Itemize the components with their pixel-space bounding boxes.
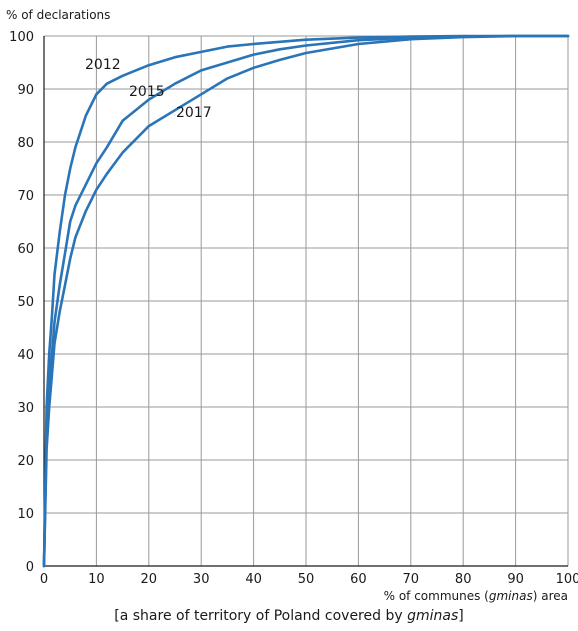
series-label-2012: 2012 [85,57,121,73]
series-line-2017 [42,34,570,568]
x-axis-title-italic: gminas [489,589,533,603]
x-axis-title: % of communes (gminas) area [384,589,568,603]
series-label-2017: 2017 [176,105,212,121]
x-tick-label: 30 [193,572,210,587]
y-tick-label: 40 [17,348,34,363]
y-tick-label: 80 [17,136,34,151]
y-tick-label: 60 [17,242,34,257]
series-labels: 2012 2015 2017 [85,57,212,121]
caption-prefix: [a share of territory of Poland covered … [114,608,408,624]
x-tick-label: 40 [245,572,262,587]
y-tick-labels: 0 10 20 30 40 50 60 70 80 90 100 [9,30,34,575]
series-line-2015 [42,34,570,568]
series-line-2012 [42,34,570,568]
x-tick-label: 50 [298,572,315,587]
x-tick-label: 80 [455,572,472,587]
y-tick-label: 20 [17,454,34,469]
y-tick-label: 30 [17,401,34,416]
y-tick-label: 100 [9,30,34,45]
x-tick-label: 10 [88,572,105,587]
y-tick-label: 90 [17,83,34,98]
x-axis-title-suffix: ) area [533,589,568,603]
x-tick-label: 20 [141,572,158,587]
caption-suffix: ] [458,608,464,624]
series-lines [42,34,570,568]
y-tick-label: 70 [17,189,34,204]
x-tick-label: 90 [507,572,524,587]
x-tick-label: 60 [350,572,367,587]
grid-lines [44,35,569,566]
axes [43,36,568,567]
x-tick-label: 0 [40,572,48,587]
y-tick-label: 50 [17,295,34,310]
series-label-2015: 2015 [129,84,165,100]
figure-caption: [a share of territory of Poland covered … [0,608,578,624]
caption-italic: gminas [407,608,459,624]
x-tick-labels: 0 10 20 30 40 50 60 70 80 90 100 [40,572,578,587]
y-axis-title: % of declarations [6,8,110,22]
x-axis-title-prefix: % of communes ( [384,589,489,603]
y-tick-label: 0 [26,560,34,575]
y-tick-label: 10 [17,507,34,522]
x-tick-label: 70 [403,572,420,587]
x-tick-label: 100 [556,572,578,587]
